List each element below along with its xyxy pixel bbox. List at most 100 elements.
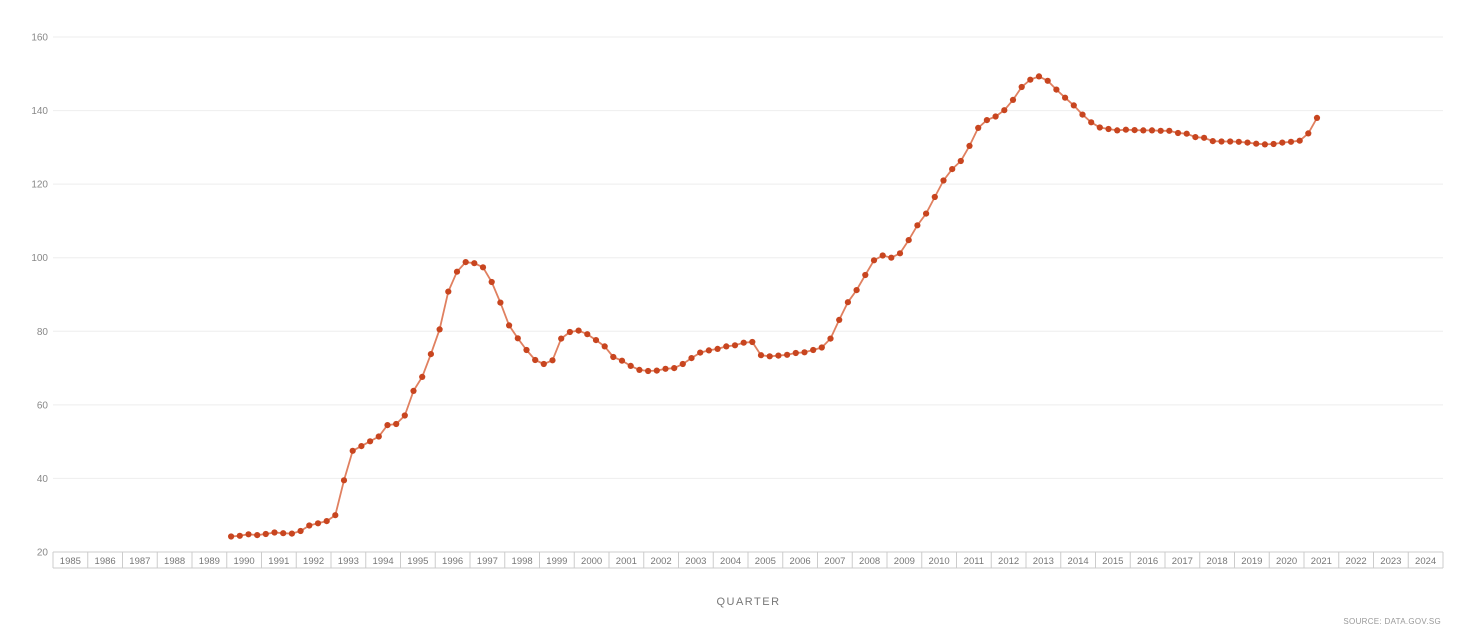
data-point — [271, 529, 278, 536]
data-point — [375, 433, 382, 440]
data-point — [514, 335, 521, 342]
y-tick-label: 80 — [37, 327, 49, 338]
data-point — [714, 345, 721, 352]
data-point — [228, 533, 235, 540]
data-point — [601, 343, 608, 350]
data-point — [957, 157, 964, 165]
y-tick-label: 40 — [37, 474, 49, 485]
data-point — [1287, 138, 1295, 145]
data-point — [1209, 138, 1216, 145]
data-point — [662, 365, 669, 372]
data-point — [1157, 127, 1164, 134]
data-point — [1244, 139, 1251, 146]
data-point — [757, 352, 765, 359]
data-point — [1140, 127, 1147, 134]
y-tick-label: 20 — [37, 548, 49, 559]
data-point — [254, 532, 261, 539]
data-point — [1305, 130, 1312, 137]
data-point — [540, 360, 547, 368]
data-point — [688, 355, 695, 362]
data-point — [436, 326, 443, 333]
x-tick-label: 2010 — [929, 556, 950, 567]
y-tick-label: 60 — [37, 400, 49, 411]
data-point — [453, 268, 461, 275]
data-point — [1122, 126, 1129, 133]
data-point — [671, 365, 678, 372]
data-point — [723, 343, 730, 350]
data-point — [410, 387, 417, 394]
series-line-path — [231, 75, 1318, 538]
data-point — [1001, 107, 1008, 114]
data-point — [1296, 137, 1303, 144]
data-point — [1088, 119, 1095, 126]
data-point — [445, 288, 452, 295]
x-tick-label: 1994 — [373, 556, 394, 567]
data-point — [1218, 138, 1225, 145]
data-point — [1027, 76, 1034, 83]
data-point — [245, 531, 252, 538]
data-point — [479, 264, 487, 271]
y-tick-label: 100 — [31, 253, 48, 264]
x-tick-label: 2000 — [581, 556, 602, 567]
x-tick-label: 1997 — [477, 556, 498, 567]
data-point — [1062, 94, 1069, 101]
data-point — [844, 299, 852, 306]
data-point — [879, 252, 886, 259]
data-point — [497, 299, 504, 306]
data-point — [532, 356, 539, 364]
x-tick-label: 2009 — [894, 556, 915, 567]
data-point — [1253, 140, 1260, 147]
x-tick-label: 1987 — [129, 556, 150, 567]
data-point — [801, 349, 808, 356]
data-point — [653, 367, 660, 374]
x-tick-label: 2022 — [1346, 556, 1367, 567]
data-point — [766, 353, 773, 360]
x-tick-label: 1991 — [268, 556, 289, 567]
data-point — [1235, 138, 1242, 145]
x-tick-label: 2008 — [859, 556, 880, 567]
x-tick-label: 2003 — [685, 556, 706, 567]
data-point — [775, 352, 782, 359]
data-point — [1227, 138, 1234, 145]
data-point — [1105, 125, 1112, 133]
data-point — [1009, 96, 1017, 103]
x-tick-label: 2012 — [998, 556, 1019, 567]
data-point — [1053, 86, 1060, 93]
data-point — [358, 443, 365, 450]
x-tick-label: 1995 — [407, 556, 428, 567]
data-point — [1183, 130, 1190, 137]
data-point — [679, 360, 686, 368]
x-tick-label: 1993 — [338, 556, 359, 567]
x-tick-label: 2021 — [1311, 556, 1332, 567]
data-point — [905, 237, 912, 244]
data-point — [523, 346, 530, 354]
data-point — [618, 357, 626, 364]
data-point — [323, 518, 330, 525]
data-point — [1096, 124, 1103, 131]
data-point — [575, 327, 582, 334]
data-point — [810, 346, 817, 354]
gridlines — [53, 36, 1443, 479]
data-point — [914, 222, 921, 229]
data-point — [549, 357, 556, 364]
data-point — [983, 117, 991, 124]
data-point — [1201, 134, 1208, 141]
data-point — [610, 353, 617, 361]
data-point — [1035, 73, 1043, 80]
x-tick-label: 2020 — [1276, 556, 1297, 567]
x-tick-label: 2013 — [1033, 556, 1054, 567]
data-point — [931, 193, 938, 201]
x-tick-label: 2006 — [790, 556, 811, 567]
x-tick-label: 1998 — [512, 556, 533, 567]
data-point — [1313, 114, 1321, 121]
data-point — [731, 342, 739, 349]
x-tick-label: 2024 — [1415, 556, 1436, 567]
data-point — [853, 287, 860, 294]
data-point — [862, 271, 869, 279]
data-point — [636, 366, 643, 373]
data-point — [1192, 134, 1199, 141]
x-tick-label: 2018 — [1207, 556, 1228, 567]
x-tick-label: 1989 — [199, 556, 220, 567]
x-tick-label: 2015 — [1102, 556, 1123, 567]
data-point — [749, 338, 756, 346]
